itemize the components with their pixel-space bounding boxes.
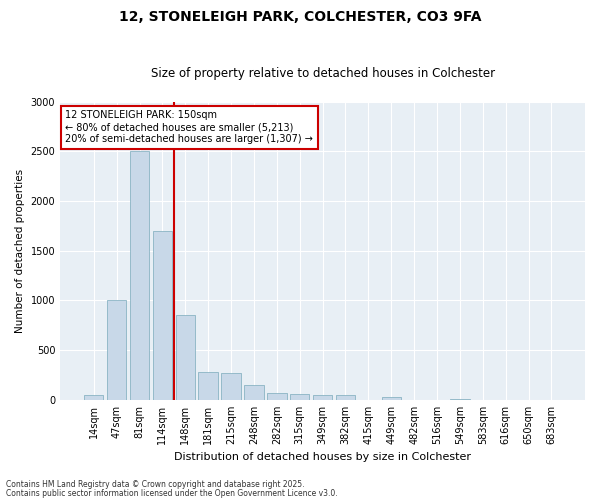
Bar bbox=[244, 385, 263, 400]
Text: Contains HM Land Registry data © Crown copyright and database right 2025.: Contains HM Land Registry data © Crown c… bbox=[6, 480, 305, 489]
Text: Contains public sector information licensed under the Open Government Licence v3: Contains public sector information licen… bbox=[6, 488, 338, 498]
Title: Size of property relative to detached houses in Colchester: Size of property relative to detached ho… bbox=[151, 66, 494, 80]
Text: 12, STONELEIGH PARK, COLCHESTER, CO3 9FA: 12, STONELEIGH PARK, COLCHESTER, CO3 9FA bbox=[119, 10, 481, 24]
Bar bbox=[336, 395, 355, 400]
Bar bbox=[84, 395, 103, 400]
Bar bbox=[267, 393, 287, 400]
Bar bbox=[221, 373, 241, 400]
Bar bbox=[290, 394, 310, 400]
Y-axis label: Number of detached properties: Number of detached properties bbox=[15, 168, 25, 333]
Bar bbox=[382, 398, 401, 400]
X-axis label: Distribution of detached houses by size in Colchester: Distribution of detached houses by size … bbox=[174, 452, 471, 462]
Bar bbox=[152, 231, 172, 400]
Bar bbox=[199, 372, 218, 400]
Bar bbox=[130, 151, 149, 400]
Bar bbox=[313, 396, 332, 400]
Text: 12 STONELEIGH PARK: 150sqm
← 80% of detached houses are smaller (5,213)
20% of s: 12 STONELEIGH PARK: 150sqm ← 80% of deta… bbox=[65, 110, 313, 144]
Bar bbox=[176, 316, 195, 400]
Bar bbox=[107, 300, 127, 400]
